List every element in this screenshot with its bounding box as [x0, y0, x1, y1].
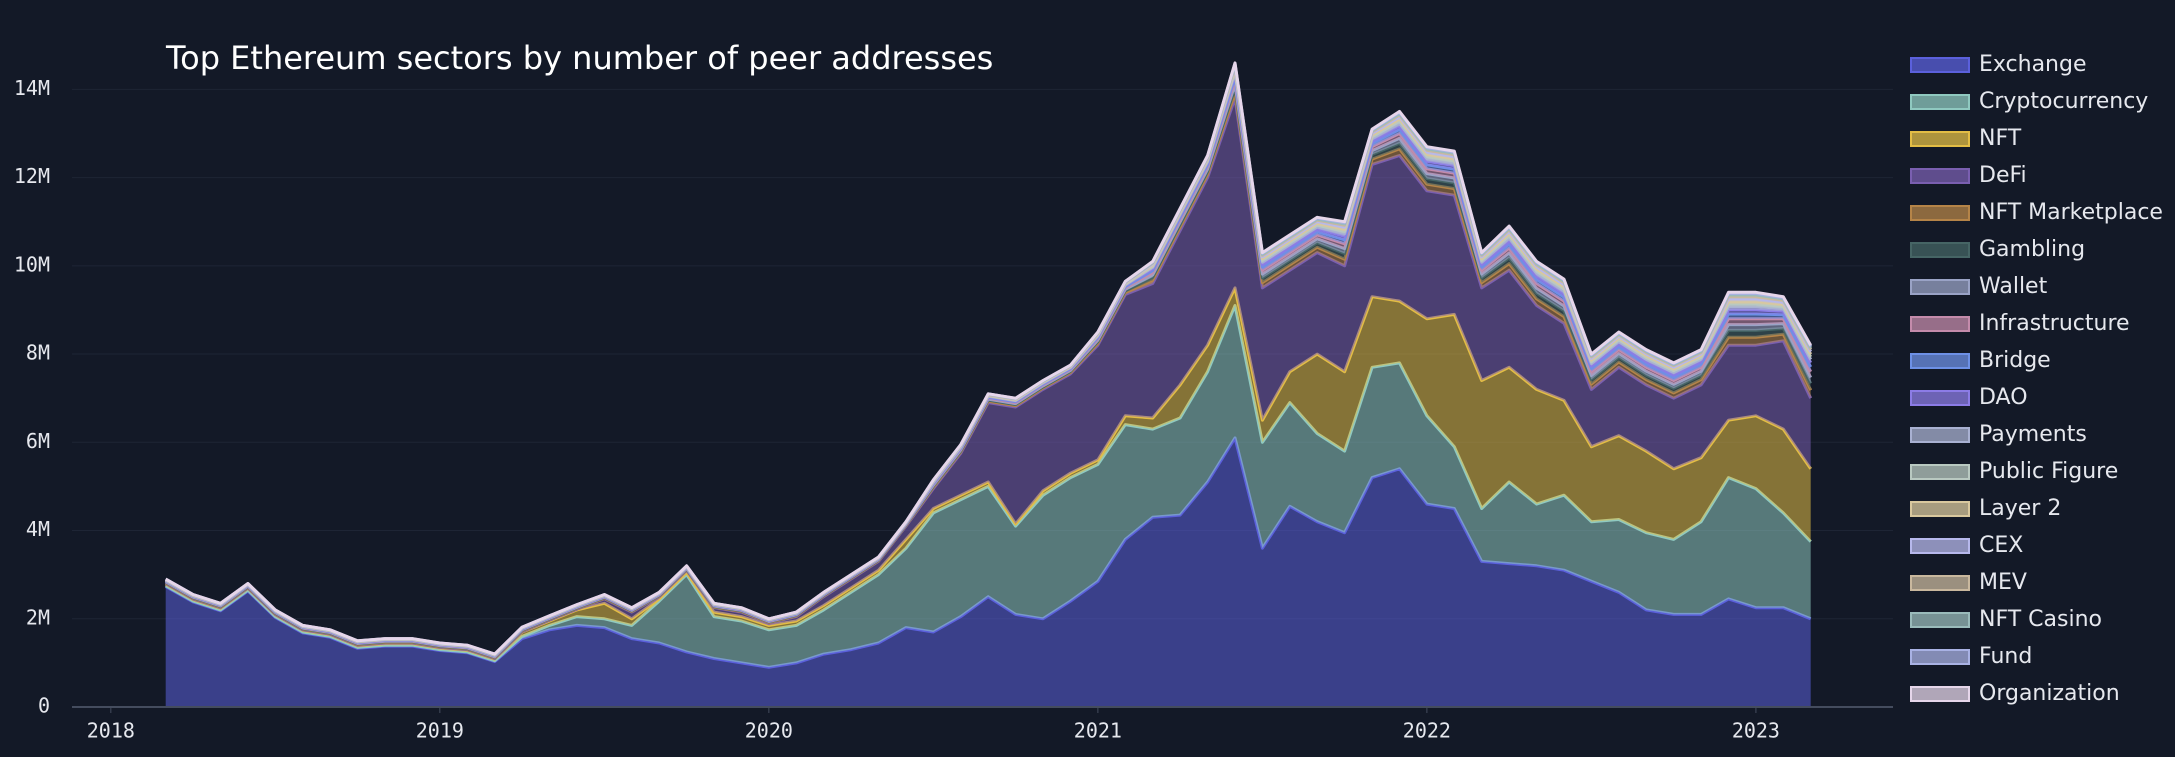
legend-label: Layer 2 — [1979, 496, 2061, 521]
legend-swatch — [1910, 538, 1970, 554]
legend-label: Cryptocurrency — [1979, 89, 2148, 114]
legend-label: Payments — [1979, 422, 2087, 447]
x-tick-label: 2018 — [87, 719, 135, 743]
legend-swatch — [1910, 353, 1970, 369]
y-tick-label: 8M — [26, 341, 50, 365]
x-tick-label: 2019 — [416, 719, 464, 743]
legend-label: Gambling — [1979, 237, 2085, 262]
legend-swatch — [1910, 501, 1970, 517]
legend-swatch — [1910, 131, 1970, 147]
y-tick-label: 14M — [14, 76, 50, 100]
legend-swatch — [1910, 279, 1970, 295]
legend-label: Bridge — [1979, 348, 2051, 373]
legend-label: NFT — [1979, 126, 2022, 151]
x-tick-label: 2023 — [1732, 719, 1780, 743]
legend-label: Exchange — [1979, 52, 2087, 77]
legend-label: CEX — [1979, 533, 2023, 558]
legend-label: Infrastructure — [1979, 311, 2130, 336]
x-tick-label: 2021 — [1074, 719, 1122, 743]
legend-label: MEV — [1979, 570, 2027, 595]
legend-swatch — [1910, 168, 1970, 184]
legend-swatch — [1910, 575, 1970, 591]
legend-swatch — [1910, 686, 1970, 702]
legend-swatch — [1910, 649, 1970, 665]
area — [165, 437, 1811, 707]
x-tick-label: 2020 — [745, 719, 793, 743]
legend-label: Public Figure — [1979, 459, 2118, 484]
y-tick-label: 2M — [26, 605, 50, 629]
y-tick-label: 4M — [26, 517, 50, 541]
legend-swatch — [1910, 390, 1970, 406]
axes: 0 2M 4M 6M 8M 10M 12M 14M 2018 2019 2020 2021 2022 20… — [14, 76, 1893, 743]
legend-label: NFT Marketplace — [1979, 200, 2163, 225]
area — [165, 287, 1811, 661]
areas — [164, 61, 1813, 707]
legend-label: DAO — [1979, 385, 2028, 410]
legend-label: NFT Casino — [1979, 607, 2102, 632]
legend-swatch — [1910, 94, 1970, 110]
legend-swatch — [1910, 427, 1970, 443]
legend-swatch — [1910, 242, 1970, 258]
legend-label: DeFi — [1979, 163, 2027, 188]
legend-swatch — [1910, 612, 1970, 628]
legend-label: Wallet — [1979, 274, 2048, 299]
area-line — [164, 61, 1813, 656]
legend-swatch — [1910, 57, 1970, 73]
y-tick-label: 0 — [38, 694, 50, 718]
legend-swatch — [1910, 316, 1970, 332]
legend: Exchange Cryptocurrency NFT DeFi NFT Marketp… — [1910, 52, 2163, 706]
chart-title: Top Ethereum sectors by number of peer a… — [165, 39, 993, 77]
area — [165, 98, 1811, 659]
y-tick-label: 6M — [26, 429, 50, 453]
legend-swatch — [1910, 205, 1970, 221]
y-tick-label: 12M — [14, 164, 50, 188]
y-tick-label: 10M — [14, 252, 50, 276]
legend-label: Organization — [1979, 681, 2120, 706]
legend-label: Fund — [1979, 644, 2032, 669]
legend-swatch — [1910, 464, 1970, 480]
x-tick-label: 2022 — [1403, 719, 1451, 743]
